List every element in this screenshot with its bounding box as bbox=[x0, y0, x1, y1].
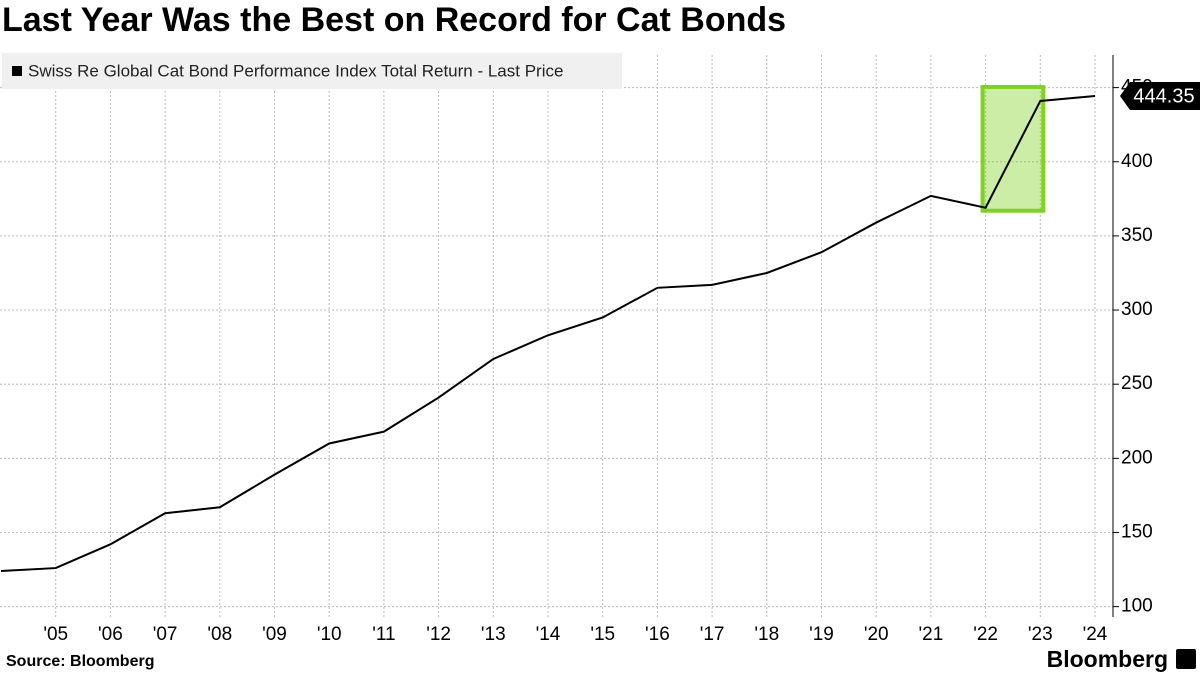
x-tick-label: '15 bbox=[590, 624, 615, 645]
y-tick-label: 100 bbox=[1121, 596, 1153, 617]
legend-swatch bbox=[12, 66, 22, 76]
brand-icon bbox=[1176, 649, 1196, 669]
x-tick-label: '19 bbox=[809, 624, 834, 645]
last-price-tag bbox=[1120, 82, 1200, 111]
x-tick-label: '12 bbox=[426, 624, 451, 645]
x-tick-label: '18 bbox=[754, 624, 779, 645]
x-tick-label: '23 bbox=[1028, 624, 1053, 645]
x-tick-label: '13 bbox=[481, 624, 506, 645]
legend-label: Swiss Re Global Cat Bond Performance Ind… bbox=[28, 61, 563, 80]
x-tick-label: '14 bbox=[536, 624, 561, 645]
highlight-box bbox=[980, 84, 1046, 213]
x-tick-label: '07 bbox=[153, 624, 178, 645]
y-tick-label: 150 bbox=[1121, 521, 1153, 542]
plot: 444.35 bbox=[0, 82, 1200, 573]
x-tick-label: '08 bbox=[207, 624, 232, 645]
x-tick-label: '22 bbox=[973, 624, 998, 645]
y-tick-label: 200 bbox=[1121, 447, 1153, 468]
x-tick-label: '06 bbox=[98, 624, 123, 645]
legend-box bbox=[2, 53, 622, 89]
y-tick-label: 300 bbox=[1121, 299, 1153, 320]
last-price-label: 444.35 bbox=[1133, 85, 1194, 107]
x-tick-label: '05 bbox=[43, 624, 68, 645]
x-tick-label: '11 bbox=[372, 624, 395, 645]
y-tick-label: 350 bbox=[1121, 225, 1153, 246]
brand: Bloomberg bbox=[1047, 646, 1168, 672]
y-tick-label: 400 bbox=[1121, 151, 1153, 172]
y-tick-label: 250 bbox=[1121, 373, 1153, 394]
x-tick-label: '09 bbox=[262, 624, 287, 645]
x-tick-label: '24 bbox=[1083, 624, 1108, 645]
x-tick-label: '10 bbox=[317, 624, 342, 645]
x-tick-label: '16 bbox=[645, 624, 670, 645]
grid: 100150200250300350400450'05'06'07'08'09'… bbox=[0, 55, 1153, 645]
x-tick-label: '21 bbox=[919, 624, 944, 645]
line bbox=[0, 95, 1096, 573]
chart-title: Last Year Was the Best on Record for Cat… bbox=[2, 1, 786, 39]
x-tick-label: '17 bbox=[700, 624, 725, 645]
source: Source: Bloomberg bbox=[6, 653, 154, 670]
x-tick-label: '20 bbox=[864, 624, 889, 645]
